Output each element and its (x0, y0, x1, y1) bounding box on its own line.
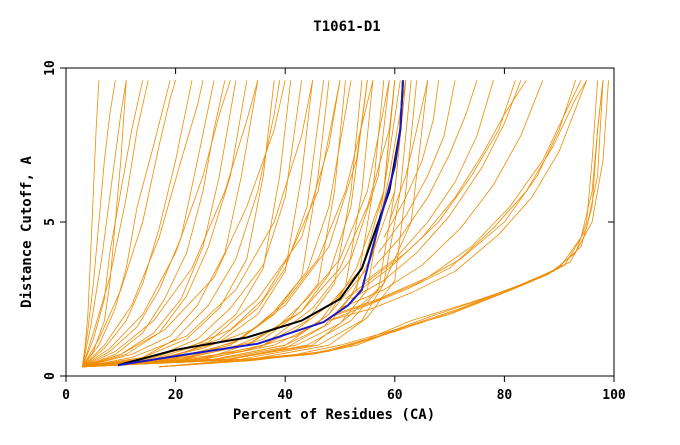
model-series-line-52 (159, 80, 604, 368)
model-series-line-26 (82, 80, 286, 368)
model-series-line-65 (356, 80, 527, 294)
model-series-line-38 (82, 80, 407, 368)
model-series-line-50 (159, 80, 604, 368)
model-series-line-32 (82, 80, 127, 367)
model-series-line-61 (378, 80, 456, 254)
x-tick-label-1: 20 (168, 388, 184, 403)
model-series-line-0 (82, 80, 100, 367)
model-series-line-60 (372, 80, 478, 269)
model-series-line-57 (339, 80, 544, 309)
model-series-line-43 (82, 80, 281, 368)
model-series-line-54 (328, 80, 576, 318)
model-series-line-49 (159, 80, 604, 368)
model-series-line-51 (159, 80, 609, 368)
model-series-line-4 (82, 80, 193, 368)
x-tick-label-2: 40 (277, 388, 293, 403)
model-series-line-1 (82, 80, 116, 367)
y-tick-label-2: 10 (43, 60, 58, 76)
model-series-line-62 (383, 80, 439, 238)
plot-frame (65, 67, 615, 377)
x-axis-label: Percent of Residues (CA) (233, 407, 435, 423)
highlight-series-line-67 (117, 80, 404, 367)
model-series-line-41 (82, 80, 226, 368)
model-series-line-15 (82, 80, 385, 368)
y-tick-label-1: 5 (43, 218, 58, 226)
model-series-line-55 (334, 80, 582, 315)
model-series-line-64 (345, 80, 516, 300)
model-series-line-40 (82, 80, 127, 368)
chart-title: T1061-D1 (313, 19, 380, 35)
model-series-line-39 (82, 80, 396, 368)
model-series-line-5 (82, 80, 215, 368)
model-series-line-36 (82, 80, 401, 368)
model-series-line-63 (388, 80, 429, 223)
model-series-line-10 (82, 80, 313, 368)
model-series-line-42 (82, 80, 248, 368)
model-series-line-25 (82, 80, 313, 368)
model-series-line-2 (82, 80, 144, 367)
model-series-line-56 (328, 80, 587, 321)
model-series-line-3 (82, 80, 171, 368)
model-series-line-30 (82, 80, 176, 368)
model-series-line-44 (82, 80, 302, 368)
y-axis-label: Distance Cutoff, A (19, 156, 35, 308)
model-series-line-8 (82, 80, 275, 368)
y-tick-label-0: 0 (43, 372, 58, 380)
model-series-line-29 (82, 80, 204, 368)
series-layer (82, 80, 609, 368)
x-tick-label-4: 80 (497, 388, 513, 403)
x-tick-label-0: 0 (62, 388, 70, 403)
model-series-line-11 (82, 80, 330, 368)
x-tick-label-3: 60 (387, 388, 403, 403)
model-series-line-19 (82, 80, 418, 368)
y-ticks: 0 5 10 (43, 60, 614, 380)
model-series-line-58 (350, 80, 522, 300)
model-series-line-31 (82, 80, 149, 367)
model-series-line-27 (82, 80, 259, 368)
model-series-line-59 (361, 80, 494, 284)
model-series-line-7 (82, 80, 259, 368)
model-series-line-28 (82, 80, 231, 368)
x-ticks: 0 20 40 60 80 100 (62, 68, 626, 403)
model-series-line-22 (82, 80, 390, 368)
x-tick-label-5: 100 (602, 388, 626, 403)
model-series-line-46 (82, 80, 352, 368)
model-series-line-53 (328, 80, 587, 321)
model-series-line-47 (82, 80, 368, 368)
